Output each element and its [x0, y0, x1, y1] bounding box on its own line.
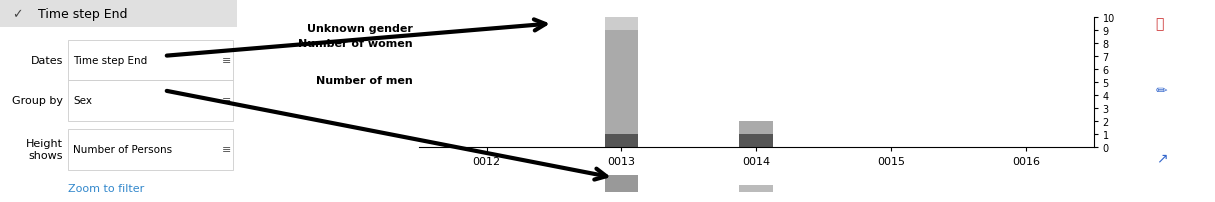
Text: ≡: ≡: [221, 144, 231, 155]
Text: Unknown gender: Unknown gender: [307, 24, 413, 34]
Bar: [605, 31, 638, 135]
FancyBboxPatch shape: [68, 129, 233, 170]
Text: ✓: ✓: [12, 8, 22, 21]
Text: ↗: ↗: [1155, 151, 1168, 164]
Bar: [605, 175, 638, 192]
Text: Height
shows: Height shows: [26, 139, 63, 160]
FancyBboxPatch shape: [68, 81, 233, 121]
Text: Group by: Group by: [12, 96, 63, 106]
Text: 🗑: 🗑: [1155, 17, 1164, 31]
Text: Sex: Sex: [73, 96, 92, 106]
Text: Dates: Dates: [30, 56, 63, 66]
Text: Zoom to filter: Zoom to filter: [68, 183, 143, 193]
Text: Number of women: Number of women: [299, 39, 413, 49]
Bar: [740, 122, 773, 135]
Bar: [605, 18, 638, 31]
FancyBboxPatch shape: [68, 40, 233, 81]
Bar: [740, 185, 773, 192]
Text: ✏: ✏: [1155, 84, 1168, 98]
Bar: [740, 135, 773, 147]
Text: ≡: ≡: [221, 96, 231, 106]
Text: Number of men: Number of men: [316, 75, 413, 85]
FancyBboxPatch shape: [0, 0, 237, 28]
Text: Number of Persons: Number of Persons: [73, 144, 173, 155]
Text: Time step End: Time step End: [38, 8, 128, 21]
Bar: [605, 135, 638, 147]
Text: Time step End: Time step End: [73, 56, 148, 66]
Text: ≡: ≡: [221, 56, 231, 66]
